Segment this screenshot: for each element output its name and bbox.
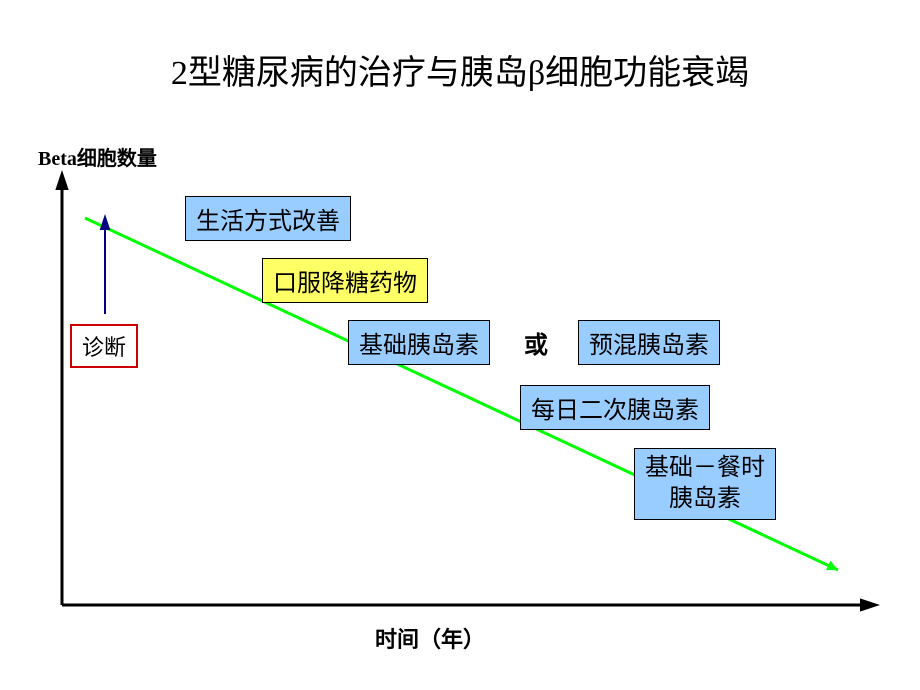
or-text: 或 xyxy=(524,325,548,360)
x-axis xyxy=(62,598,880,611)
basal-insulin-box: 基础胰岛素 xyxy=(348,320,490,365)
y-axis xyxy=(55,170,68,605)
premix-insulin-box: 预混胰岛素 xyxy=(578,320,720,365)
lifestyle-box: 生活方式改善 xyxy=(185,196,351,241)
oral-drug-box: 口服降糖药物 xyxy=(262,258,428,303)
diagnosis-arrow xyxy=(100,214,111,314)
twice-daily-box: 每日二次胰岛素 xyxy=(520,385,710,430)
basal-bolus-box: 基础－餐时 胰岛素 xyxy=(634,448,776,520)
diagnosis-box: 诊断 xyxy=(70,324,138,368)
